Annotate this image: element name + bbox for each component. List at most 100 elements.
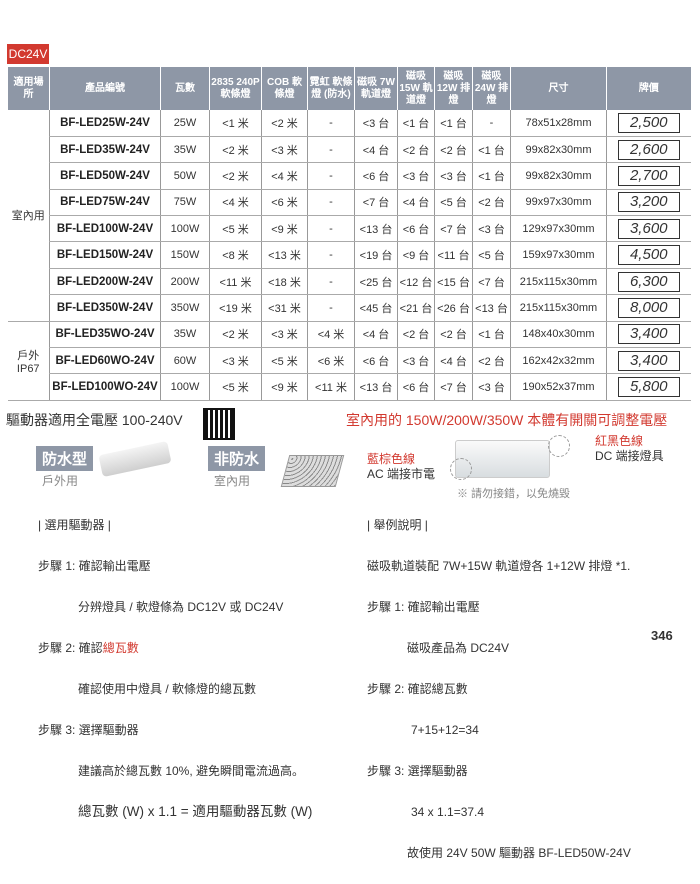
select-step2: 步驟 2: 確認總瓦數: [38, 638, 312, 659]
column-header: COB 軟條燈: [261, 67, 308, 110]
select-step2-highlight: 總瓦數: [102, 640, 139, 655]
model-cell: BF-LED35WO-24V: [49, 321, 161, 349]
waterproof-badge: 防水型: [36, 446, 94, 471]
spec-cell: <15 台: [434, 268, 473, 296]
column-header: 牌價: [606, 67, 691, 110]
spec-cell: <2 台: [472, 347, 511, 375]
spec-cell: <3 台: [397, 162, 435, 190]
spec-cell: <2 台: [434, 321, 473, 349]
spec-cell: <1 台: [472, 321, 511, 349]
spec-cell: <4 米: [261, 162, 308, 190]
spec-cell: 148x40x30mm: [510, 321, 607, 349]
select-step1-detail: 分辨燈具 / 軟燈條為 DC12V 或 DC24V: [78, 599, 284, 614]
price-cell: 3,200: [606, 189, 691, 217]
spec-cell: <31 米: [261, 294, 308, 322]
spec-cell: -: [472, 110, 511, 137]
spec-cell: 150W: [160, 241, 210, 269]
example-step3: 步驟 3: 選擇驅動器: [367, 763, 468, 778]
spec-cell: <2 台: [397, 136, 435, 164]
column-header: 磁吸 15W 軌道燈: [397, 67, 435, 110]
spec-cell: <1 台: [434, 110, 473, 137]
example-result: 故使用 24V 50W 驅動器 BF-LED50W-24V: [407, 845, 631, 860]
spec-cell: <19 米: [209, 294, 262, 322]
column-header: 適用場所: [7, 67, 50, 110]
table-row: BF-LED35W-24V 35W <2 米 <3 米 - <4 台 <2 台 <2 台 <1 …: [8, 136, 691, 164]
spec-cell: <13 米: [261, 241, 308, 269]
spec-cell: <6 台: [354, 347, 398, 375]
spec-cell: <5 米: [209, 373, 262, 401]
table-row: BF-LED350W-24V 350W <19 米 <31 米 - <45 台 <21 台 <…: [8, 294, 691, 322]
spec-cell: <5 米: [209, 215, 262, 243]
price-cell: 2,600: [606, 136, 691, 164]
column-header: 磁吸 12W 排燈: [434, 67, 473, 110]
example-title: | 舉例說明 |: [367, 517, 428, 532]
spec-cell: <4 台: [354, 136, 398, 164]
blue-brown-wire-label: 藍棕色線: [367, 452, 416, 466]
spec-cell: <4 台: [397, 189, 435, 217]
spec-cell: 215x115x30mm: [510, 294, 607, 322]
table-row: 戶外 IP67 BF-LED35WO-24V 35W <2 米 <3 米 <4 米 <4 台…: [7, 320, 691, 401]
spec-cell: 75W: [160, 189, 210, 217]
spec-cell: <3 米: [261, 321, 308, 349]
price-value: 6,300: [617, 271, 680, 292]
price-cell: 6,300: [606, 268, 691, 296]
spec-cell: -: [307, 268, 355, 296]
spec-cell: <2 米: [209, 162, 262, 190]
model-cell: BF-LED35W-24V: [49, 136, 161, 164]
spec-cell: <3 台: [472, 373, 511, 401]
price-value: 8,000: [617, 297, 680, 318]
spec-cell: <6 米: [307, 347, 355, 375]
table-row: BF-LED200W-24V 200W <11 米 <18 米 - <25 台 <12 台 <…: [8, 268, 691, 296]
scene-cell: 戶外 IP67: [7, 320, 50, 401]
price-cell: 3,600: [606, 215, 691, 243]
example-step3-detail: 34 x 1.1=37.4: [411, 804, 485, 819]
spec-cell: <1 米: [209, 110, 262, 137]
spec-cell: <2 米: [209, 321, 262, 349]
qr-code-icon: [203, 408, 235, 440]
price-cell: 3,400: [606, 321, 691, 349]
spec-cell: <4 台: [354, 321, 398, 349]
price-cell: 4,500: [606, 241, 691, 269]
spec-cell: 100W: [160, 373, 210, 401]
spec-cell: <1 台: [397, 110, 435, 137]
spec-cell: <11 米: [307, 373, 355, 401]
spec-cell: <4 台: [434, 347, 473, 375]
price-value: 3,400: [617, 324, 680, 345]
spec-cell: <1 台: [472, 162, 511, 190]
spec-cell: <3 台: [354, 110, 398, 137]
model-cell: BF-LED200W-24V: [49, 268, 161, 296]
model-cell: BF-LED25W-24V: [49, 110, 161, 137]
spec-cell: <11 米: [209, 268, 262, 296]
example-step1-detail: 磁吸產品為 DC24V: [407, 640, 510, 655]
ac-wire-circle: [450, 458, 472, 480]
price-cell: 3,400: [606, 347, 691, 375]
spec-cell: <21 台: [397, 294, 435, 322]
spec-cell: <2 米: [261, 110, 308, 137]
spec-cell: <4 米: [307, 321, 355, 349]
spec-cell: <3 米: [261, 136, 308, 164]
spec-cell: <25 台: [354, 268, 398, 296]
example-step1: 步驟 1: 確認輸出電壓: [367, 599, 480, 614]
price-value: 2,500: [617, 112, 680, 133]
price-value: 2,600: [617, 139, 680, 160]
table-row: BF-LED150W-24V 150W <8 米 <13 米 - <19 台 <9 台 <11…: [8, 241, 691, 269]
example-step2: 步驟 2: 確認總瓦數: [367, 681, 468, 696]
table-row: BF-LED50W-24V 50W <2 米 <4 米 - <6 台 <3 台 <3 台 <1 …: [8, 162, 691, 190]
model-cell: BF-LED60WO-24V: [49, 347, 161, 375]
spec-cell: 25W: [160, 110, 210, 137]
spec-cell: <9 米: [261, 373, 308, 401]
price-value: 3,200: [617, 192, 680, 213]
spec-cell: <7 台: [434, 373, 473, 401]
spec-cell: <5 台: [472, 241, 511, 269]
table-row: BF-LED100WO-24V 100W <5 米 <9 米 <11 米 <13 台 <6 …: [8, 373, 691, 401]
spec-cell: 78x51x28mm: [510, 110, 607, 137]
spec-cell: <6 台: [354, 162, 398, 190]
price-cell: 8,000: [606, 294, 691, 322]
spec-cell: <7 台: [434, 215, 473, 243]
dc-wire-circle: [548, 435, 570, 457]
column-header: 尺寸: [510, 67, 607, 110]
spec-cell: <3 米: [209, 347, 262, 375]
price-value: 2,700: [617, 165, 680, 186]
column-header: 產品編號: [49, 67, 161, 110]
table-row: 室內用 BF-LED25W-24V 25W <1 米 <2 米 - <3 台 <1 台 <1 台…: [7, 110, 691, 322]
